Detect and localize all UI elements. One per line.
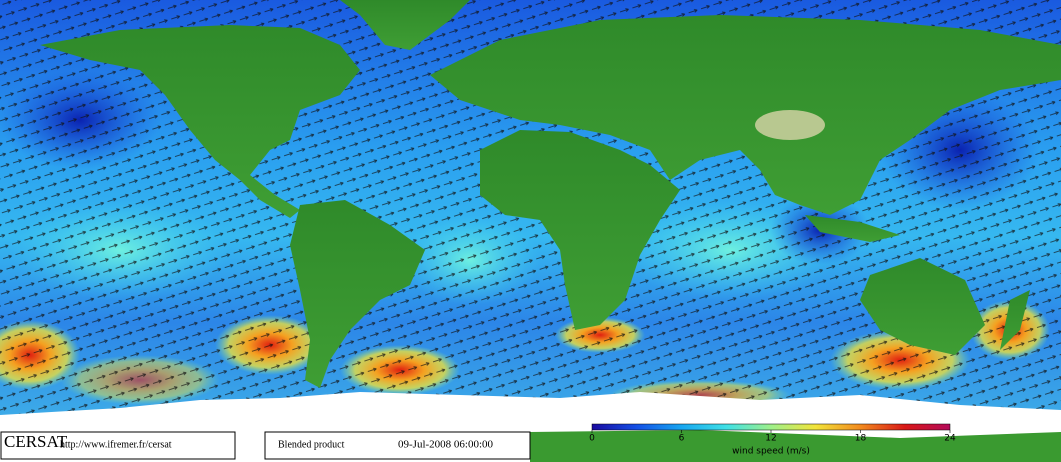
- colorbar-tick-label: 6: [679, 434, 685, 444]
- colorbar-label: wind speed (m/s): [732, 447, 810, 457]
- colorbar-tick-label: 18: [855, 434, 867, 444]
- colorbar-tick-label: 24: [944, 434, 956, 444]
- colorbar-tick-label: 0: [589, 434, 595, 444]
- product-box: [264, 431, 531, 460]
- colorbar-tick-label: 12: [765, 434, 776, 444]
- product: Blended product: [278, 439, 345, 450]
- brand-box: [0, 431, 236, 460]
- footer-land: [530, 430, 1061, 462]
- plateau: [755, 110, 825, 140]
- continents: [40, 0, 1061, 388]
- date: 09-Jul-2008 06:00:00: [398, 439, 494, 451]
- colorbar: [591, 423, 951, 431]
- antarctica: [0, 392, 1061, 430]
- url: http://www.ifremer.fr/cersat: [60, 439, 172, 450]
- brand: CERSAT: [4, 432, 68, 451]
